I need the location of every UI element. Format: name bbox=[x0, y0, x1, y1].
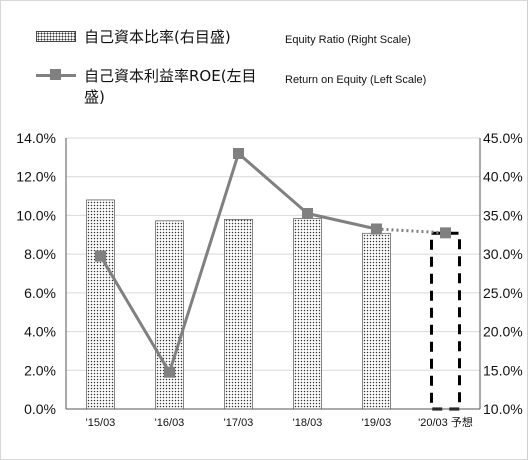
equity-ratio-bar bbox=[224, 219, 253, 410]
x-tick-label: '15/03 bbox=[86, 417, 116, 429]
legend: 自己資本比率(右目盛) Equity Ratio (Right Scale) 自… bbox=[0, 0, 528, 110]
roe-forecast-line bbox=[376, 227, 446, 235]
roe-marker bbox=[440, 227, 451, 239]
right-tick-label: 10.0% bbox=[483, 401, 523, 417]
equity-ratio-bar bbox=[293, 218, 322, 410]
x-tick-label: '16/03 bbox=[155, 417, 185, 429]
left-tick-label: 12.0% bbox=[16, 169, 56, 185]
left-tick-label: 8.0% bbox=[24, 246, 56, 262]
right-tick-label: 40.0% bbox=[483, 169, 523, 185]
legend-label-equity-ratio-en: Equity Ratio (Right Scale) bbox=[285, 34, 411, 46]
left-tick-label: 2.0% bbox=[24, 362, 56, 378]
roe-marker bbox=[302, 207, 313, 219]
left-tick-label: 14.0% bbox=[16, 130, 56, 146]
forecast-box bbox=[430, 231, 461, 411]
legend-swatch-equity-ratio bbox=[36, 31, 76, 42]
equity-ratio-bar bbox=[155, 220, 184, 410]
x-tick-label: '17/03 bbox=[224, 417, 254, 429]
left-tick-label: 0.0% bbox=[24, 401, 56, 417]
left-tick-label: 10.0% bbox=[16, 207, 56, 223]
left-tick-label: 6.0% bbox=[24, 285, 56, 301]
equity-ratio-bar bbox=[86, 199, 115, 410]
axes bbox=[65, 138, 481, 410]
roe-marker bbox=[95, 250, 106, 262]
right-tick-label: 25.0% bbox=[483, 285, 523, 301]
right-tick-label: 15.0% bbox=[483, 362, 523, 378]
right-tick-label: 30.0% bbox=[483, 246, 523, 262]
tick-labels: 0.0% 2.0% 4.0% 6.0% 8.0% 10.0% 12.0% 14.0% 10.0%… bbox=[16, 130, 522, 429]
x-tick-label: '18/03 bbox=[293, 417, 323, 429]
roe-marker bbox=[233, 147, 244, 159]
x-tick-label: '19/03 bbox=[362, 417, 392, 429]
bar-series-equity-ratio bbox=[86, 199, 391, 410]
gridlines bbox=[66, 137, 480, 371]
legend-label-roe-jp-line1: 自己資本利益率ROE(左目 bbox=[84, 67, 257, 85]
right-tick-label: 45.0% bbox=[483, 130, 523, 146]
x-tick-label: '20/03 予想 bbox=[418, 415, 473, 429]
line-series-roe bbox=[95, 147, 451, 378]
right-tick-label: 20.0% bbox=[483, 324, 523, 340]
legend-label-roe-jp-line2: 盛) bbox=[84, 88, 105, 106]
roe-marker bbox=[371, 223, 382, 235]
left-tick-label: 4.0% bbox=[24, 324, 56, 340]
legend-label-roe-en: Return on Equity (Left Scale) bbox=[285, 74, 427, 86]
forecast-equity-ratio-box bbox=[430, 231, 461, 411]
equity-ratio-bar bbox=[362, 232, 391, 410]
right-tick-label: 35.0% bbox=[483, 207, 523, 223]
roe-marker bbox=[164, 366, 175, 378]
legend-swatch-roe-marker bbox=[50, 69, 61, 80]
legend-label-equity-ratio-jp: 自己資本比率(右目盛) bbox=[84, 28, 231, 46]
